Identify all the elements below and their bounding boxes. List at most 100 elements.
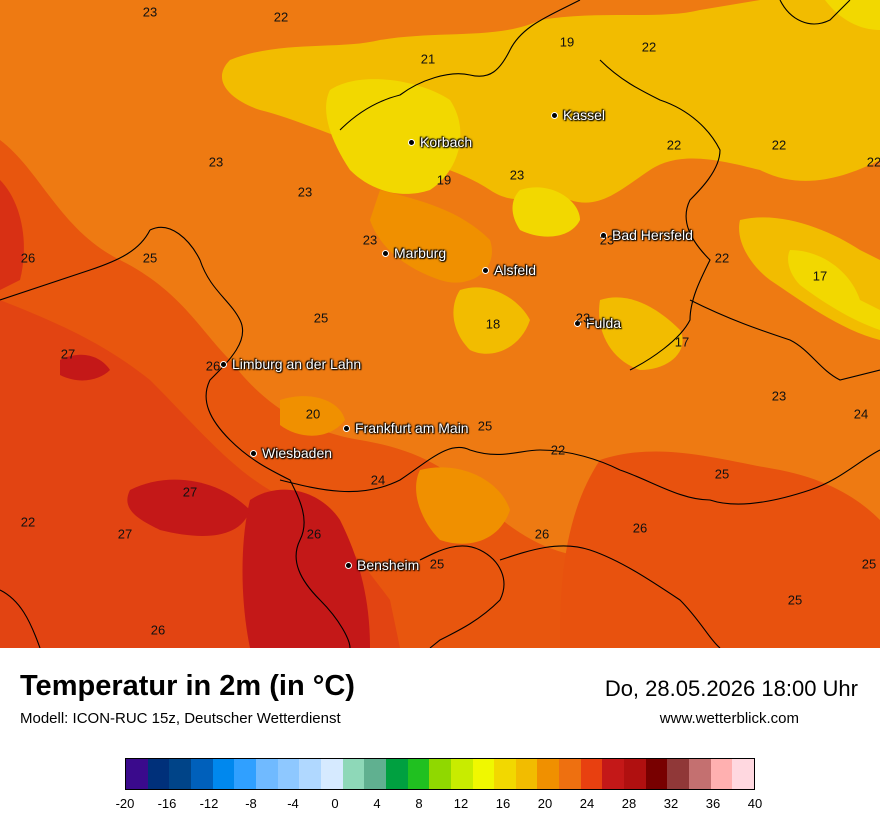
legend-tick-label: 12 bbox=[453, 796, 469, 811]
legend-swatch bbox=[667, 759, 690, 789]
temperature-value: 25 bbox=[142, 250, 158, 266]
temperature-value: 25 bbox=[714, 466, 730, 482]
legend-swatch bbox=[407, 759, 430, 789]
temperature-value: 23 bbox=[208, 154, 224, 170]
temperature-value: 25 bbox=[429, 556, 445, 572]
legend-swatch bbox=[515, 759, 538, 789]
temperature-value: 22 bbox=[641, 39, 657, 55]
legend-tick-label: -20 bbox=[115, 796, 135, 811]
legend-swatch bbox=[602, 759, 625, 789]
city-marker[interactable]: Korbach bbox=[408, 134, 472, 150]
temperature-value: 25 bbox=[787, 592, 803, 608]
legend-swatch bbox=[385, 759, 408, 789]
temperature-value: 26 bbox=[534, 526, 550, 542]
temperature-value: 23 bbox=[771, 388, 787, 404]
legend-swatch bbox=[342, 759, 365, 789]
city-marker[interactable]: Wiesbaden bbox=[250, 445, 332, 461]
temperature-value: 20 bbox=[305, 406, 321, 422]
temperature-field bbox=[0, 0, 880, 648]
temperature-value: 23 bbox=[599, 232, 615, 248]
city-name: Korbach bbox=[420, 134, 473, 150]
city-marker[interactable]: Fulda bbox=[574, 315, 621, 331]
temperature-value: 23 bbox=[362, 232, 378, 248]
legend-tick-label: 0 bbox=[331, 796, 339, 811]
temperature-value: 26 bbox=[306, 526, 322, 542]
city-dot-icon bbox=[482, 266, 489, 274]
legend-swatch bbox=[624, 759, 646, 789]
legend-tick-label: -12 bbox=[199, 796, 219, 811]
city-marker[interactable]: Bensheim bbox=[345, 557, 419, 573]
temperature-value: 19 bbox=[559, 34, 575, 50]
website-link[interactable]: www.wetterblick.com bbox=[659, 710, 799, 727]
temperature-value: 19 bbox=[436, 172, 452, 188]
city-dot-icon bbox=[408, 138, 415, 146]
city-dot-icon bbox=[345, 561, 352, 569]
legend-swatch bbox=[255, 759, 278, 789]
city-dot-icon bbox=[574, 319, 581, 327]
legend-swatch bbox=[212, 759, 235, 789]
legend-swatch bbox=[450, 759, 473, 789]
legend-swatch bbox=[559, 759, 581, 789]
city-marker[interactable]: Marburg bbox=[382, 245, 446, 261]
legend-tick-label: 24 bbox=[579, 796, 595, 811]
city-marker[interactable]: Alsfeld bbox=[482, 262, 536, 278]
temperature-value: 21 bbox=[420, 51, 436, 67]
legend-tick-label: 28 bbox=[621, 796, 637, 811]
legend-swatch bbox=[299, 759, 321, 789]
legend-swatch bbox=[580, 759, 603, 789]
forecast-datetime: Do, 28.05.2026 18:00 Uhr bbox=[604, 676, 858, 701]
city-marker[interactable]: Kassel bbox=[551, 107, 605, 123]
city-name: Kassel bbox=[563, 107, 606, 123]
legend-swatch bbox=[645, 759, 668, 789]
city-dot-icon bbox=[220, 360, 227, 368]
temperature-value: 26 bbox=[632, 520, 648, 536]
temperature-value: 23 bbox=[297, 184, 313, 200]
legend-swatch bbox=[429, 759, 451, 789]
temperature-value: 26 bbox=[205, 358, 221, 374]
legend-tick-label: 36 bbox=[705, 796, 721, 811]
city-marker[interactable]: Frankfurt am Main bbox=[343, 420, 469, 436]
legend-swatch bbox=[710, 759, 733, 789]
legend-swatch bbox=[126, 759, 148, 789]
temperature-value: 22 bbox=[771, 137, 787, 153]
legend-swatch bbox=[472, 759, 495, 789]
city-name: Bensheim bbox=[357, 557, 420, 573]
temperature-value: 22 bbox=[666, 137, 682, 153]
city-name: Marburg bbox=[394, 245, 447, 261]
legend-swatch bbox=[147, 759, 170, 789]
legend-tick-label: 40 bbox=[747, 796, 763, 811]
temperature-value: 17 bbox=[674, 334, 690, 350]
temperature-value: 26 bbox=[150, 622, 166, 638]
city-name: Alsfeld bbox=[494, 262, 537, 278]
legend-swatch bbox=[190, 759, 213, 789]
temperature-value: 18 bbox=[485, 316, 501, 332]
temperature-value: 27 bbox=[182, 484, 198, 500]
temperature-map[interactable]: Kassel Korbach Bad Hersfeld Marburg Alsfeld F… bbox=[0, 0, 880, 648]
city-name: Fulda bbox=[586, 315, 622, 331]
legend-swatch bbox=[364, 759, 386, 789]
temperature-value: 24 bbox=[853, 406, 869, 422]
city-name: Limburg an der Lahn bbox=[232, 356, 362, 372]
map-footer: Temperatur in 2m (in °C) Modell: ICON-RU… bbox=[0, 648, 880, 830]
legend-tick-label: -16 bbox=[157, 796, 177, 811]
temperature-value: 25 bbox=[477, 418, 493, 434]
legend-swatch bbox=[277, 759, 300, 789]
city-dot-icon bbox=[551, 111, 558, 119]
temperature-value: 23 bbox=[142, 4, 158, 20]
legend-swatch bbox=[320, 759, 343, 789]
temperature-value: 23 bbox=[509, 167, 525, 183]
legend-tick-label: -8 bbox=[245, 796, 257, 811]
temperature-value: 24 bbox=[370, 472, 386, 488]
temperature-value: 22 bbox=[550, 442, 566, 458]
temperature-value: 17 bbox=[812, 268, 828, 284]
city-dot-icon bbox=[382, 249, 389, 257]
legend-swatch bbox=[732, 759, 755, 789]
temperature-value: 22 bbox=[714, 250, 730, 266]
city-marker[interactable]: Bad Hersfeld bbox=[600, 227, 693, 243]
legend-tick-label: 8 bbox=[415, 796, 423, 811]
temperature-value: 25 bbox=[861, 556, 877, 572]
city-marker[interactable]: Limburg an der Lahn bbox=[220, 356, 361, 372]
temperature-value: 22 bbox=[273, 9, 289, 25]
temperature-value: 25 bbox=[313, 310, 329, 326]
legend-tick-label: -4 bbox=[287, 796, 299, 811]
